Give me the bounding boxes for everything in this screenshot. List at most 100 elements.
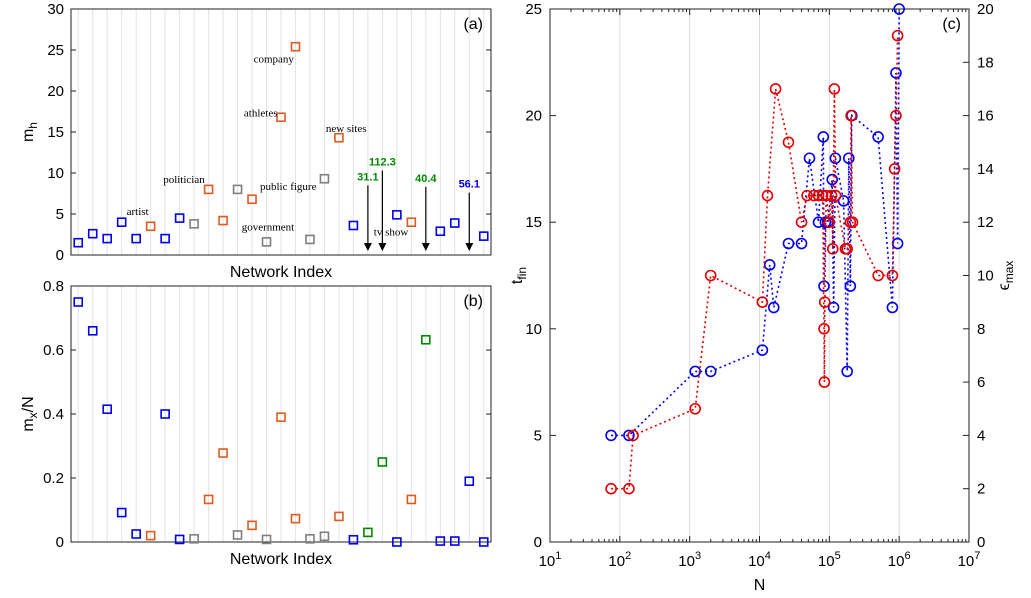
data-point	[290, 41, 301, 52]
x-tick-label: 107	[958, 550, 981, 570]
y-right-axis-label: ϵmax	[996, 261, 1016, 291]
data-point	[348, 534, 359, 545]
data-point	[818, 376, 831, 388]
data-point	[795, 237, 808, 250]
y-right-tick-label: 16	[977, 108, 994, 125]
panel-label: (b)	[463, 293, 483, 310]
data-point	[828, 83, 841, 95]
y-left-axis-label: tfin	[509, 267, 529, 284]
data-point	[767, 301, 780, 314]
y-left-tick-label: 25	[525, 1, 542, 18]
data-point	[827, 301, 840, 314]
y-right-tick-label: 12	[977, 214, 994, 231]
data-point	[841, 243, 853, 255]
y-right-tick-label: 4	[977, 427, 985, 444]
y-left-tick-label: 15	[525, 214, 542, 231]
data-point	[131, 529, 141, 539]
data-point	[276, 412, 286, 423]
data-point	[116, 217, 127, 227]
y-tick-label: 10	[47, 165, 64, 182]
data-point	[406, 217, 417, 227]
y-tick-label: 0.6	[43, 342, 64, 359]
data-point	[829, 152, 842, 165]
arrow-value-label: 31.1	[357, 171, 378, 183]
data-point	[232, 184, 243, 195]
data-point	[627, 429, 639, 442]
y-left-tick-label: 20	[525, 108, 542, 125]
data-point	[392, 210, 402, 220]
y-axis-label-text: mh	[20, 122, 40, 142]
data-point	[464, 476, 475, 487]
y-tick-label: 30	[47, 1, 64, 18]
data-point	[189, 219, 199, 229]
panel-c: 101 102 103 104 105 106 1070510152025024681012…	[509, 1, 1016, 594]
data-point	[87, 228, 98, 239]
y-right-tick-label: 6	[977, 374, 985, 391]
y-right-tick-label: 0	[977, 534, 985, 551]
data-point	[782, 237, 795, 250]
x-tick-label: 102	[608, 550, 631, 570]
x-axis-label: Network Index	[230, 551, 332, 568]
data-point	[363, 527, 373, 538]
data-point	[842, 152, 855, 165]
data-point	[818, 322, 830, 335]
data-point	[189, 533, 199, 544]
data-point	[102, 233, 113, 244]
x-tick-label: 101	[539, 550, 562, 570]
data-point	[818, 296, 831, 308]
data-point	[893, 3, 905, 15]
data-point	[756, 344, 769, 356]
data-point	[795, 216, 808, 228]
data-point	[763, 259, 776, 271]
data-point	[247, 194, 257, 205]
data-point	[116, 507, 127, 518]
data-point	[704, 365, 717, 378]
y-right-tick-label: 18	[977, 54, 994, 71]
data-point	[837, 195, 850, 207]
y-axis-label-text: mx/N	[20, 396, 40, 431]
data-point	[886, 269, 899, 282]
data-point	[605, 482, 617, 495]
y-axis-label: mh	[20, 122, 40, 142]
data-point	[808, 189, 820, 202]
data-point	[816, 189, 829, 202]
annotation-label: artist	[127, 206, 149, 218]
data-point	[756, 296, 769, 308]
y-tick-label: 25	[47, 42, 64, 59]
data-point	[305, 533, 315, 544]
data-point	[829, 189, 842, 202]
data-point	[888, 163, 901, 175]
data-point	[392, 537, 402, 547]
y-right-tick-label: 2	[977, 481, 985, 498]
data-point	[761, 189, 774, 202]
data-point	[605, 429, 617, 442]
data-point	[276, 112, 286, 123]
data-point	[73, 297, 84, 307]
panel-a: 0 5 10 15 20 25 30 (a) Network Index mh company ath…	[20, 1, 492, 281]
arrow-head	[465, 243, 474, 251]
data-point	[704, 269, 717, 282]
y-left-tick-label: 10	[525, 321, 542, 338]
y-tick-label: 0.2	[43, 470, 64, 487]
data-point	[826, 173, 839, 186]
y-right-axis-label-text: ϵmax	[996, 261, 1016, 291]
data-point	[872, 131, 884, 143]
data-point	[247, 520, 257, 531]
y-tick-label: 5	[56, 206, 64, 223]
data-point	[319, 173, 330, 184]
data-point	[449, 536, 460, 546]
data-point	[872, 269, 884, 282]
panel-b: 0 0.2 0.4 0.6 0.8 (b) Network Index mx/N	[20, 278, 492, 568]
arrow-head	[421, 243, 430, 251]
y-right-tick-label: 10	[977, 268, 994, 285]
data-point	[406, 494, 417, 505]
data-point	[305, 234, 315, 245]
data-point	[421, 334, 431, 345]
y-tick-label: 15	[47, 124, 64, 141]
data-point	[174, 534, 185, 545]
data-point	[623, 482, 635, 495]
data-point	[261, 534, 272, 545]
data-point	[817, 131, 830, 143]
data-point	[891, 29, 904, 42]
